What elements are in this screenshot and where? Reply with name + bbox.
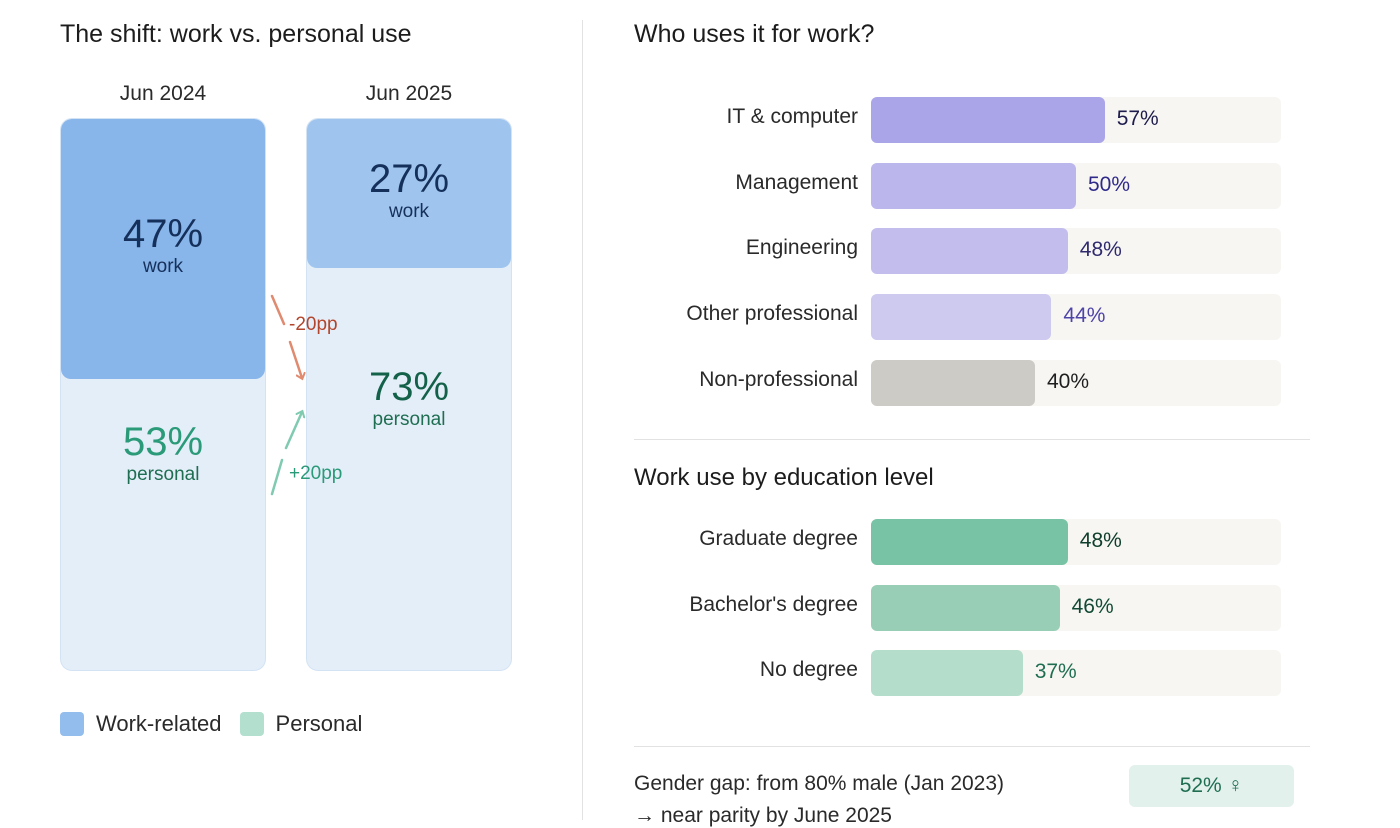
down-arrow-icon <box>270 294 302 378</box>
personal-sublabel-jun-2025: personal <box>372 409 446 431</box>
occupation-row: Other professional 44% <box>634 294 1284 341</box>
work-segment-jun-2024 <box>61 119 265 379</box>
legend-item-work: Work-related <box>60 711 222 737</box>
education-chart-title: Work use by education level <box>634 464 934 491</box>
section-divider <box>634 439 1310 440</box>
personal-sublabel-jun-2024: personal <box>126 464 200 486</box>
education-label: Graduate degree <box>699 527 858 550</box>
occupation-label: IT & computer <box>726 105 859 128</box>
occupation-value: 44% <box>1063 304 1106 328</box>
education-bar <box>871 584 1060 631</box>
occupation-label: Non-professional <box>699 367 858 391</box>
personal-percent-jun-2024: 53% <box>122 420 204 465</box>
education-value: 46% <box>1071 594 1114 618</box>
column-label-jun-2024: Jun 2024 <box>119 82 207 105</box>
work-percent-jun-2024: 47% <box>122 211 204 256</box>
shift-chart-title: The shift: work vs. personal use <box>60 20 412 48</box>
occupation-label: Engineering <box>745 236 858 260</box>
occupation-value: 48% <box>1079 238 1122 262</box>
education-row: Bachelor's degree 46% <box>634 584 1284 631</box>
work-sublabel-jun-2024: work <box>142 255 184 277</box>
education-label: Bachelor's degree <box>689 592 858 616</box>
legend-swatch-personal <box>239 712 264 736</box>
legend-label-work: Work-related <box>96 711 222 736</box>
occupation-chart-title: Who uses it for work? <box>634 20 875 48</box>
gender-gap-line-2: → near parity by June 2025 <box>634 804 892 827</box>
legend-item-personal: Personal <box>239 711 363 737</box>
change-label-personal: +20pp <box>289 463 343 484</box>
personal-value-jun-2024: 53% personal <box>61 421 265 487</box>
occupation-label: Other professional <box>686 302 858 326</box>
change-label-work: -20pp <box>289 314 338 335</box>
footer-divider <box>634 746 1310 747</box>
legend: Work-related Personal <box>60 711 380 737</box>
panel-divider <box>582 20 583 820</box>
occupation-row: Non-professional 40% <box>634 359 1284 406</box>
personal-percent-jun-2025: 73% <box>368 365 450 410</box>
occupation-bar <box>871 97 1105 143</box>
gender-parity-badge: 52% ♀ <box>1129 765 1294 807</box>
education-row: No degree 37% <box>634 650 1284 696</box>
gender-gap-line-1: Gender gap: from 80% male (Jan 2023) <box>634 772 1005 795</box>
occupation-label: Management <box>735 170 858 194</box>
occupation-bar <box>871 294 1052 341</box>
work-value-jun-2024: 47% work <box>61 213 265 279</box>
change-arrows <box>270 294 362 496</box>
legend-swatch-work <box>60 712 84 736</box>
occupation-bar <box>871 162 1076 209</box>
work-sublabel-jun-2025: work <box>388 200 430 222</box>
education-label: No degree <box>759 658 858 681</box>
education-bar <box>871 519 1068 565</box>
personal-value-jun-2025: 73% personal <box>307 366 511 432</box>
education-value: 48% <box>1079 529 1122 552</box>
occupation-row: IT & computer 57% <box>634 97 1284 143</box>
stacked-bar-jun-2024: 47% work 53% personal <box>60 118 266 671</box>
work-segment-jun-2025 <box>307 119 511 269</box>
education-bar <box>871 650 1023 696</box>
occupation-bar <box>871 228 1068 275</box>
up-arrow-icon <box>270 412 302 496</box>
occupation-bar <box>871 359 1035 406</box>
legend-label-personal: Personal <box>275 711 363 736</box>
work-value-jun-2025: 27% work <box>307 158 511 224</box>
education-value: 37% <box>1034 660 1077 683</box>
occupation-value: 40% <box>1047 369 1090 393</box>
work-percent-jun-2025: 27% <box>368 156 450 201</box>
occupation-value: 50% <box>1088 172 1131 196</box>
occupation-value: 57% <box>1116 107 1159 130</box>
column-label-jun-2025: Jun 2025 <box>365 82 453 105</box>
occupation-row: Engineering 48% <box>634 228 1284 275</box>
occupation-row: Management 50% <box>634 162 1284 209</box>
education-row: Graduate degree 48% <box>634 519 1284 565</box>
gender-gap-note: Gender gap: from 80% male (Jan 2023) → n… <box>634 768 1004 828</box>
stacked-bar-jun-2025: 27% work 73% personal <box>306 118 512 671</box>
